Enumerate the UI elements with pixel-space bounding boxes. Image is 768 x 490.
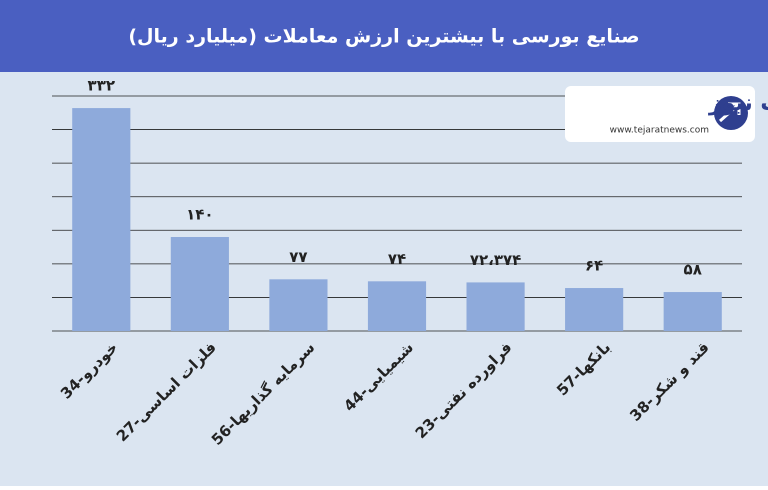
bar [170, 237, 229, 331]
bar [466, 282, 525, 331]
logo-box [565, 86, 755, 142]
logo-url: www.tejaratnews.com [610, 126, 709, 136]
value-label: ۶۴ [585, 257, 603, 275]
logo-arrow [719, 102, 741, 123]
value-label: ۷۴ [388, 250, 406, 268]
bar [663, 292, 722, 331]
value-label: ۷۷ [289, 248, 307, 266]
value-label: ۱۴۰ [186, 206, 213, 224]
bar [72, 108, 131, 331]
bar [269, 279, 328, 331]
logo-name: تجارت نیوز [708, 91, 768, 116]
bar [367, 281, 427, 331]
value-label: ۷۲،۳۷۴ [470, 251, 521, 269]
header-band [0, 0, 768, 72]
value-label: ۳۳۲ [88, 77, 115, 95]
value-label: ۵۸ [684, 261, 702, 279]
logo: تجارت نیوز www.tejaratnews.com [565, 86, 768, 142]
chart-title: صنایع بورسی با بیشترین ارزش معاملات (میل… [128, 26, 639, 48]
bar [565, 288, 624, 331]
